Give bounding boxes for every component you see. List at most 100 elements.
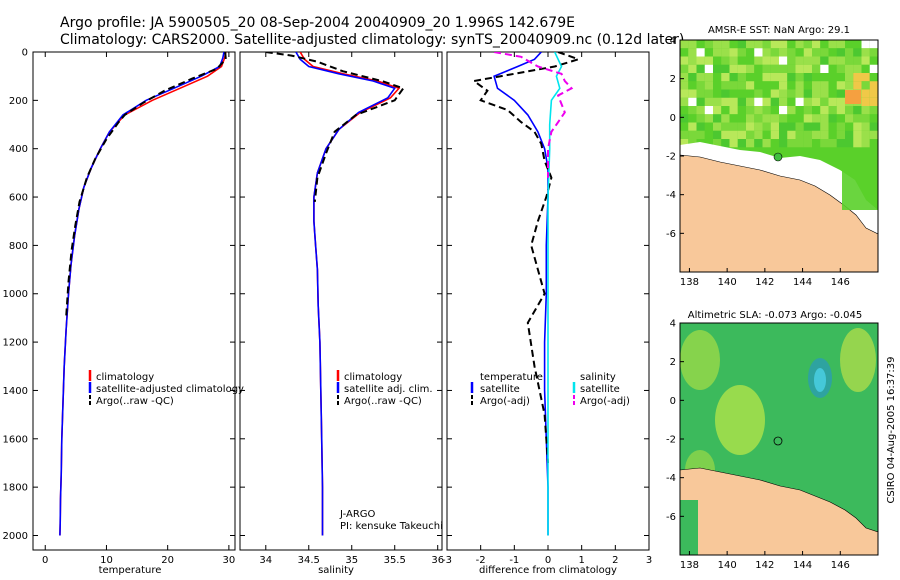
series-line bbox=[493, 52, 549, 536]
sst-cell bbox=[713, 40, 722, 49]
sst-cell bbox=[721, 48, 730, 57]
sst-cell bbox=[762, 139, 771, 148]
sst-cell bbox=[770, 56, 780, 65]
sst-cell bbox=[746, 64, 755, 74]
sst-cell bbox=[704, 122, 714, 131]
sst-cell bbox=[787, 73, 796, 82]
sst-cell bbox=[704, 73, 714, 82]
sst-cell bbox=[704, 97, 714, 107]
sst-cell bbox=[869, 56, 878, 65]
sst-cell bbox=[803, 48, 813, 57]
legend-title-salinity: salinity bbox=[580, 372, 616, 383]
sst-cell bbox=[845, 130, 854, 140]
sst-cell bbox=[762, 106, 771, 115]
sst-cell bbox=[721, 106, 730, 115]
sst-cell bbox=[746, 81, 755, 90]
sst-cell bbox=[779, 114, 788, 123]
sst-cell bbox=[795, 139, 804, 148]
sst-cell bbox=[704, 130, 714, 140]
y-tick-label: 1600 bbox=[3, 434, 28, 445]
x-tick-label: 36 bbox=[431, 555, 444, 566]
sst-cell bbox=[812, 130, 821, 140]
sst-cell bbox=[795, 64, 804, 74]
sst-cell bbox=[762, 122, 771, 131]
argo-float-marker bbox=[773, 152, 783, 162]
sst-cell bbox=[737, 139, 747, 148]
sst-cell bbox=[836, 40, 846, 49]
series-line bbox=[59, 52, 225, 536]
sst-cell bbox=[779, 81, 788, 90]
sst-cell bbox=[696, 48, 705, 57]
x-tick-label: 2 bbox=[612, 555, 618, 566]
sst-cell bbox=[787, 106, 796, 115]
sst-cell bbox=[795, 81, 804, 90]
sst-cell bbox=[853, 48, 862, 57]
sst-cell bbox=[754, 139, 763, 148]
x-tick-label: 1 bbox=[578, 555, 584, 566]
sst-cell bbox=[680, 73, 689, 82]
x-tick-label: 142 bbox=[755, 277, 774, 288]
sst-cell bbox=[861, 114, 870, 123]
sst-cell bbox=[688, 114, 697, 123]
sst-cell bbox=[721, 81, 730, 90]
sst-cell bbox=[746, 89, 755, 98]
sst-cell bbox=[820, 89, 829, 98]
y-tick-label: 0 bbox=[670, 396, 676, 407]
sst-cell bbox=[869, 73, 878, 82]
sst-cell bbox=[696, 56, 705, 65]
x-tick-label: 138 bbox=[680, 560, 699, 571]
sst-cell bbox=[861, 73, 870, 82]
sst-cell bbox=[729, 89, 738, 98]
sst-cell bbox=[680, 130, 689, 140]
sst-cell bbox=[787, 40, 796, 49]
sst-cell bbox=[828, 122, 837, 131]
sst-cell bbox=[680, 122, 689, 131]
sst-cell bbox=[754, 81, 763, 90]
sst-cell bbox=[713, 130, 722, 140]
sst-cell bbox=[828, 89, 837, 98]
sst-cell bbox=[795, 97, 804, 107]
sst-cell bbox=[762, 48, 771, 57]
sst-cell bbox=[713, 139, 722, 148]
difference-xlabel: difference from climatology bbox=[479, 565, 617, 576]
x-tick-label: 144 bbox=[793, 277, 812, 288]
x-tick-label: 30 bbox=[223, 555, 236, 566]
sst-cell bbox=[754, 40, 763, 49]
sst-cell bbox=[787, 97, 796, 107]
sst-cell bbox=[828, 97, 837, 107]
sst-cell bbox=[779, 40, 788, 49]
sst-cell bbox=[820, 130, 829, 140]
sst-map-title: AMSR-E SST: NaN Argo: 29.1 bbox=[708, 25, 850, 36]
sst-cell bbox=[803, 97, 813, 107]
legend-label: climatology bbox=[344, 372, 402, 383]
y-tick-label: 1000 bbox=[3, 289, 28, 300]
sst-cell bbox=[737, 89, 747, 98]
y-tick-label: 1800 bbox=[3, 483, 28, 494]
sst-cell bbox=[836, 130, 846, 140]
sst-cell bbox=[779, 106, 788, 115]
sst-cell bbox=[737, 130, 747, 140]
sst-cell bbox=[853, 64, 862, 74]
sst-cell bbox=[704, 89, 714, 98]
sst-cell bbox=[812, 97, 821, 107]
sst-cell bbox=[696, 106, 705, 115]
sst-cell bbox=[787, 89, 796, 98]
legend-label: Argo(..raw -QC) bbox=[96, 396, 174, 407]
sst-cell bbox=[721, 139, 730, 148]
sst-cell bbox=[779, 48, 788, 57]
legend-label: satellite-adjusted climatology bbox=[96, 384, 244, 395]
sst-cell bbox=[713, 48, 722, 57]
sst-cell bbox=[737, 114, 747, 123]
y-tick-label: 0 bbox=[670, 113, 676, 124]
sst-cell bbox=[845, 40, 854, 49]
sst-cell bbox=[704, 106, 714, 115]
sst-cell bbox=[861, 40, 870, 49]
sst-cell bbox=[762, 73, 771, 82]
sst-cell bbox=[762, 97, 771, 107]
sst-cell bbox=[828, 130, 837, 140]
x-tick-label: -3 bbox=[442, 555, 452, 566]
sst-cell bbox=[746, 73, 755, 82]
sst-cell bbox=[680, 64, 689, 74]
sst-cell bbox=[729, 114, 738, 123]
y-tick-label: 200 bbox=[9, 96, 28, 107]
